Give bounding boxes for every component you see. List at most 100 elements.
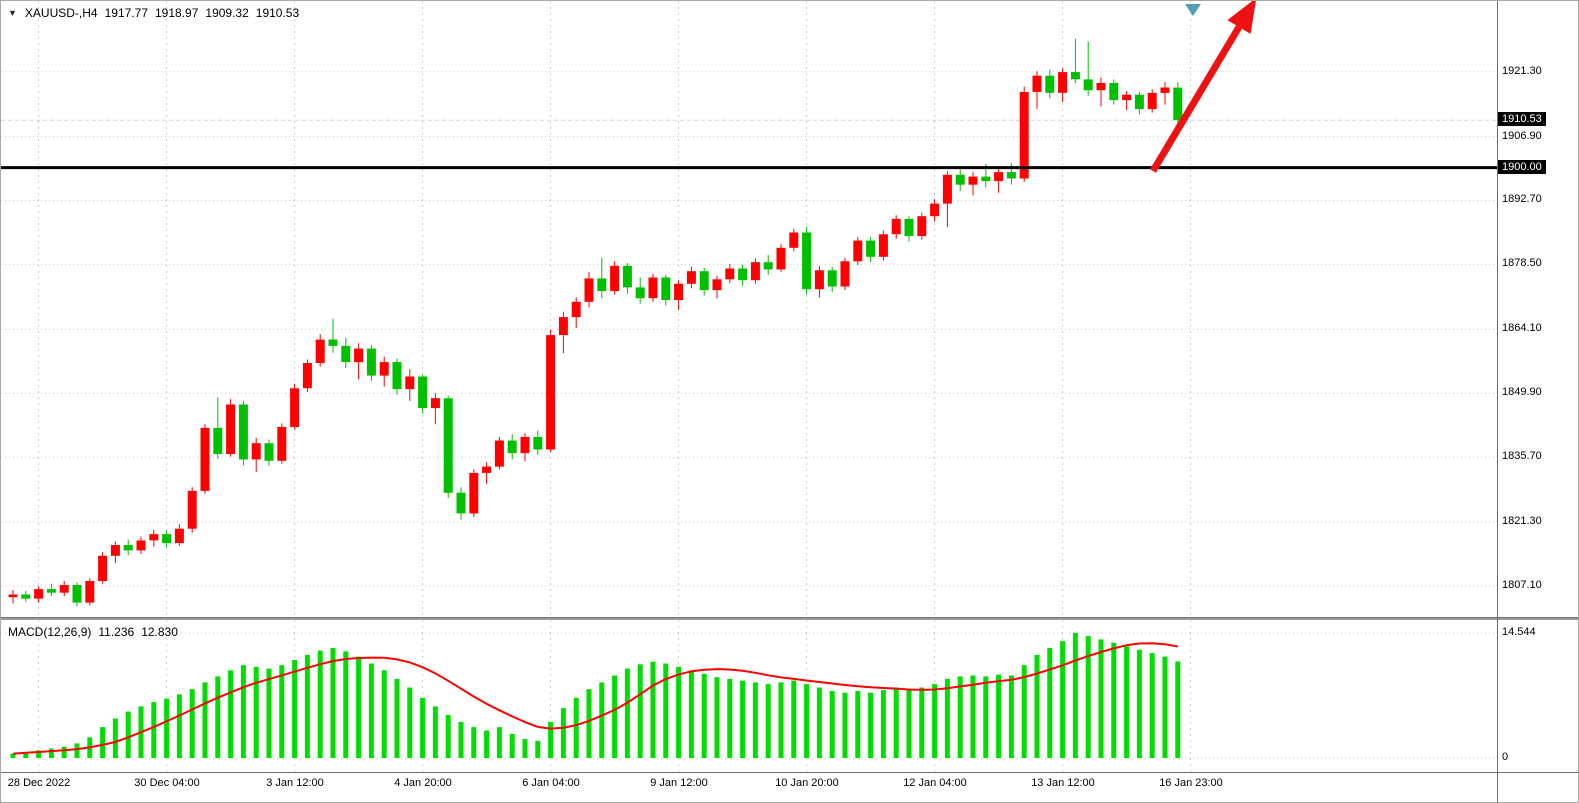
trend-arrow[interactable] bbox=[1149, 1, 1256, 173]
macd-bar bbox=[663, 663, 669, 758]
macd-bar bbox=[906, 689, 912, 758]
candle-body bbox=[802, 232, 812, 290]
macd-bar bbox=[471, 727, 477, 758]
ohlc-high: 1918.97 bbox=[155, 6, 199, 20]
price-axis-label: 1807.10 bbox=[1502, 579, 1542, 591]
candle-body bbox=[597, 278, 607, 291]
macd-signal-value: 12.830 bbox=[141, 625, 178, 639]
macd-canvas[interactable] bbox=[1, 620, 1497, 772]
macd-bar bbox=[189, 689, 195, 758]
candle-body bbox=[981, 176, 991, 182]
candle-body bbox=[162, 534, 172, 544]
candle-body bbox=[507, 440, 517, 454]
candle-body bbox=[149, 534, 159, 541]
macd-bar bbox=[330, 648, 336, 758]
candle-body bbox=[674, 283, 684, 300]
macd-bar bbox=[765, 684, 771, 758]
macd-bar bbox=[548, 721, 554, 758]
candle-body bbox=[110, 545, 120, 556]
time-axis-label: 6 Jan 04:00 bbox=[522, 777, 580, 789]
candle-body bbox=[328, 339, 338, 346]
candles bbox=[8, 38, 1183, 607]
candle-body bbox=[712, 279, 722, 291]
candle-body bbox=[1147, 92, 1157, 110]
macd-axis-label: 14.544 bbox=[1502, 626, 1536, 638]
ohlc-close: 1910.53 bbox=[255, 6, 300, 20]
candle-body bbox=[85, 581, 95, 603]
candle-body bbox=[622, 265, 632, 288]
candle-body bbox=[226, 404, 236, 454]
candle-body bbox=[584, 278, 594, 302]
candle-body bbox=[571, 301, 581, 318]
macd-bar bbox=[176, 694, 182, 758]
hline-price-badge: 1900.00 bbox=[1498, 160, 1546, 174]
macd-bar bbox=[445, 715, 451, 758]
macd-bar bbox=[23, 752, 29, 758]
time-axis[interactable]: 28 Dec 2022 30 Dec 04:00 3 Jan 12:00 4 Jan … bbox=[1, 773, 1497, 802]
candle-body bbox=[443, 398, 453, 493]
price-axis-label: 1864.10 bbox=[1502, 322, 1542, 334]
symbol-dropdown-icon[interactable]: ▼ bbox=[8, 8, 17, 18]
macd-label: MACD(12,26,9) 11.236 12.830 bbox=[8, 625, 178, 639]
candle-body bbox=[1160, 87, 1170, 93]
candle-body bbox=[1134, 94, 1144, 110]
macd-bar bbox=[1008, 675, 1014, 758]
price-chart-pane[interactable]: ▼ XAUUSD-,H4 1917.77 1918.97 1909.32 191… bbox=[1, 1, 1497, 617]
price-axis-label: 1821.30 bbox=[1502, 515, 1542, 527]
macd-bar bbox=[816, 687, 822, 758]
price-gridlines bbox=[1, 1, 1497, 617]
candle-body bbox=[238, 404, 248, 460]
candle-body bbox=[763, 262, 773, 270]
macd-bar bbox=[1098, 639, 1104, 758]
time-axis-label: 10 Jan 20:00 bbox=[775, 777, 839, 789]
macd-bar bbox=[317, 650, 323, 758]
macd-bar bbox=[484, 730, 490, 758]
macd-axis-label: 0 bbox=[1502, 751, 1509, 763]
macd-bar bbox=[1136, 649, 1142, 758]
candle-body bbox=[392, 362, 402, 390]
candle-body bbox=[251, 443, 261, 460]
candle-body bbox=[59, 585, 69, 593]
macd-bar bbox=[714, 677, 720, 758]
macd-bar bbox=[74, 743, 80, 758]
candle-body bbox=[1083, 79, 1093, 91]
price-axis[interactable]: 1921.30 1906.90 1892.70 1878.50 1864.10 1849.… bbox=[1497, 1, 1578, 802]
macd-histogram bbox=[10, 633, 1181, 758]
candle-body bbox=[405, 376, 415, 390]
macd-bar bbox=[420, 697, 426, 758]
macd-signal-line bbox=[12, 642, 1178, 755]
time-axis-label: 12 Jan 04:00 bbox=[903, 777, 967, 789]
macd-svg[interactable] bbox=[1, 620, 1497, 772]
pane-separator[interactable] bbox=[1, 617, 1497, 620]
time-axis-label: 16 Jan 23:00 bbox=[1159, 777, 1223, 789]
macd-indicator-pane[interactable]: MACD(12,26,9) 11.236 12.830 bbox=[1, 620, 1497, 772]
macd-name: MACD(12,26,9) bbox=[8, 625, 92, 639]
macd-bar bbox=[676, 666, 682, 758]
macd-bar bbox=[983, 676, 989, 758]
time-axis-label: 3 Jan 12:00 bbox=[266, 777, 324, 789]
macd-bar bbox=[970, 675, 976, 758]
macd-bar bbox=[228, 670, 234, 758]
candle-body bbox=[354, 348, 364, 363]
macd-bar bbox=[266, 668, 272, 758]
candle-body bbox=[955, 174, 965, 185]
macd-bar bbox=[944, 678, 950, 758]
chart-shift-marker-icon[interactable] bbox=[1185, 4, 1201, 16]
candle-body bbox=[1122, 94, 1132, 101]
macd-bar bbox=[740, 680, 746, 758]
macd-bar bbox=[164, 698, 170, 758]
price-candles-canvas[interactable] bbox=[1, 1, 1497, 617]
candle-body bbox=[891, 218, 901, 235]
macd-bar bbox=[586, 689, 592, 758]
price-chart-svg[interactable] bbox=[1, 1, 1497, 617]
candle-body bbox=[1006, 172, 1016, 179]
macd-bar bbox=[829, 691, 835, 758]
macd-bar bbox=[996, 674, 1002, 758]
candle-body bbox=[482, 466, 492, 473]
macd-bar bbox=[624, 668, 630, 758]
candle-body bbox=[661, 277, 671, 300]
macd-bar bbox=[701, 673, 707, 758]
time-axis-label: 30 Dec 04:00 bbox=[134, 777, 200, 789]
candle-body bbox=[494, 440, 504, 467]
price-axis-label: 1849.90 bbox=[1502, 386, 1542, 398]
